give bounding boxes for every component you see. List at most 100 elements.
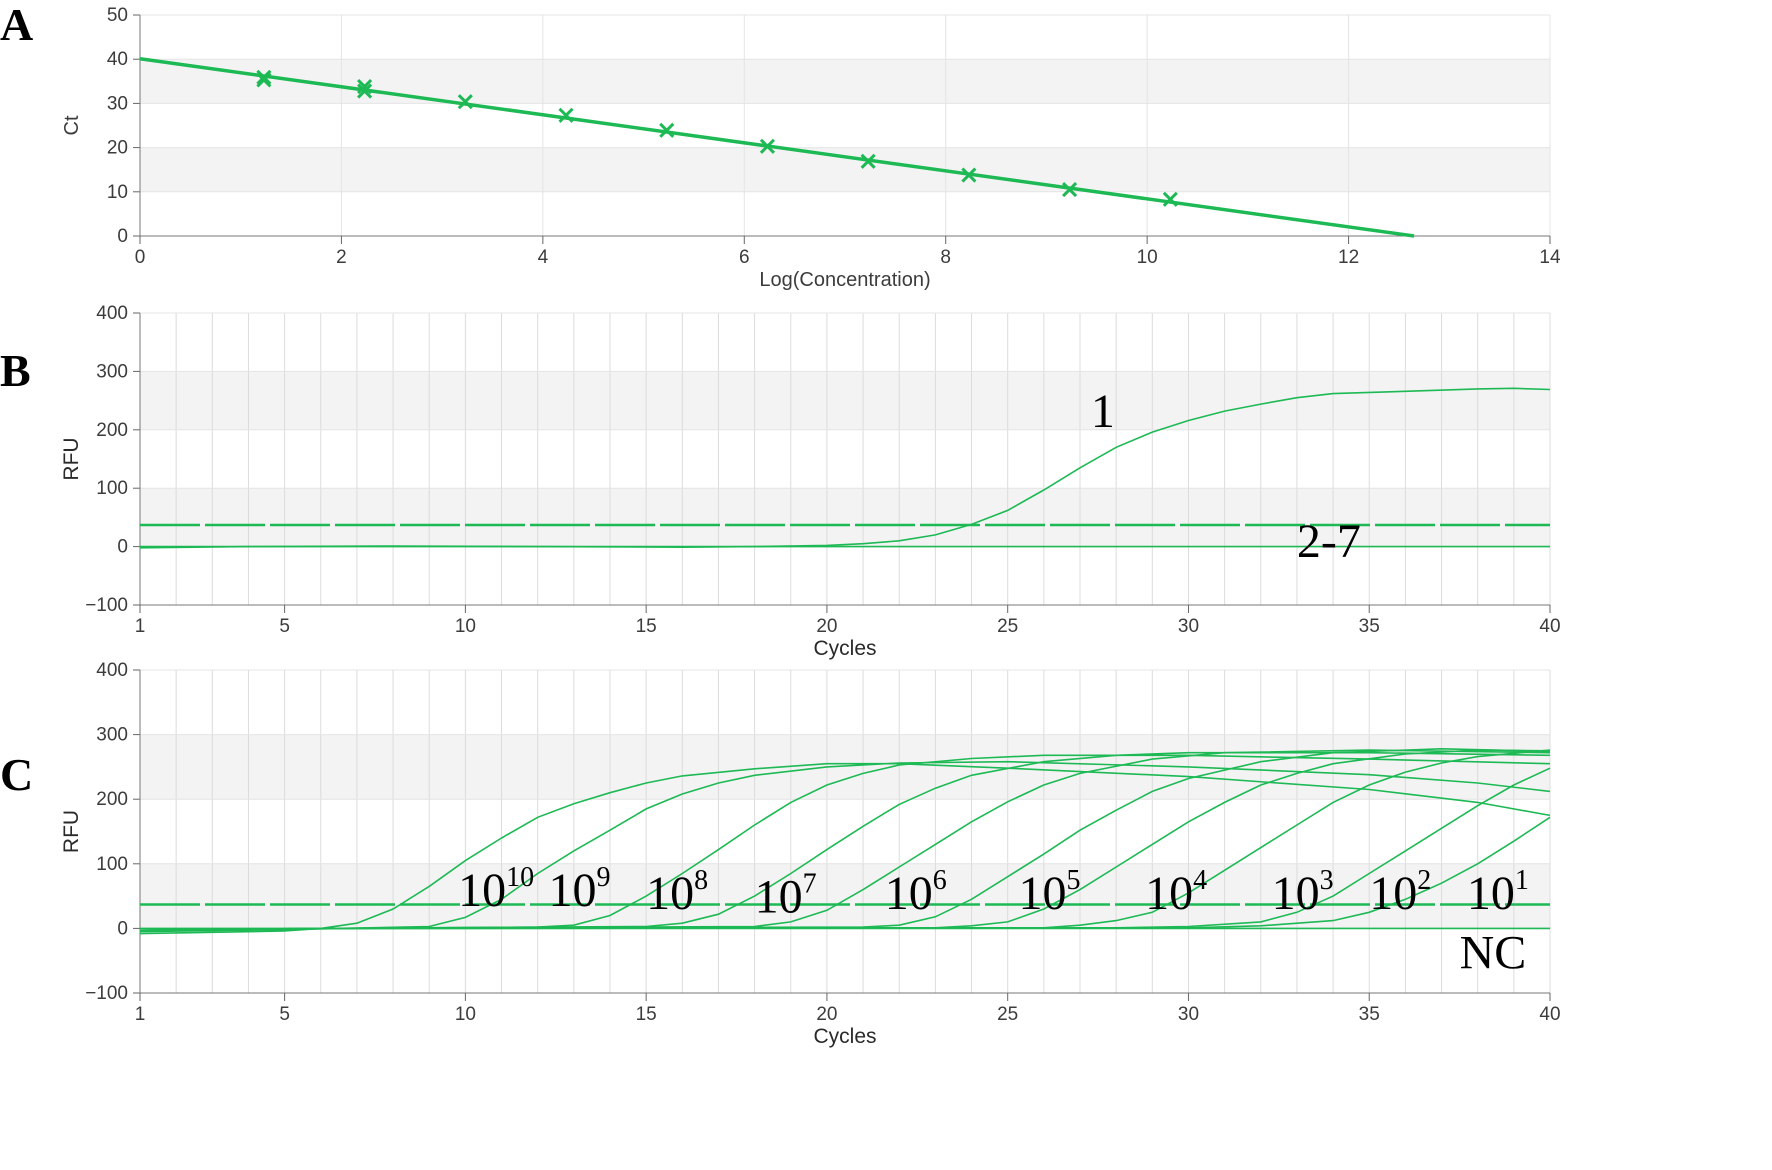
y-axis-label: RFU	[60, 810, 83, 853]
x-tick-label: 0	[135, 247, 146, 268]
data-point-stroke	[961, 167, 977, 183]
y-tick-label: 0	[117, 537, 128, 558]
grid-band	[140, 734, 1550, 800]
x-tick-label: 10	[455, 1004, 476, 1025]
amplification-curve	[139, 754, 1551, 932]
curve-annotation: 102	[1369, 865, 1431, 920]
x-tick-label: 8	[940, 247, 951, 268]
curve-annotation: 103	[1272, 865, 1334, 920]
y-tick-label: 40	[107, 49, 128, 70]
annotation-base: 10	[646, 867, 694, 920]
annotation-base: 10	[885, 867, 933, 920]
annotation-exponent: 8	[694, 865, 708, 896]
data-point	[659, 122, 675, 138]
amplification-curve	[139, 749, 1551, 932]
y-tick-label: 400	[96, 660, 128, 681]
annotation-exponent: 4	[1193, 865, 1207, 896]
panel-label-c: C	[0, 749, 33, 800]
annotation-exponent: 6	[933, 865, 947, 896]
data-point-stroke	[1162, 191, 1178, 207]
annotation-exponent: 7	[803, 868, 817, 899]
x-tick-label: 14	[1539, 247, 1561, 268]
data-point-stroke	[357, 83, 373, 99]
y-tick-label: 300	[96, 361, 128, 382]
annotation-base: 10	[1369, 867, 1417, 920]
data-point	[1162, 191, 1178, 207]
data-point	[558, 107, 574, 123]
curve-annotation: 1	[1091, 385, 1115, 438]
curve-annotation: 109	[549, 862, 611, 917]
x-tick-label: 5	[279, 1004, 290, 1025]
y-tick-label: 100	[96, 478, 128, 499]
data-point-stroke	[759, 138, 776, 154]
y-tick-label: 200	[96, 789, 128, 810]
x-axis-label: Log(Concentration)	[759, 269, 930, 291]
x-tick-label: 20	[816, 616, 837, 637]
curve-annotation: 1010	[458, 862, 534, 917]
curve-annotation: 104	[1145, 865, 1207, 920]
data-point	[256, 72, 272, 88]
data-point-stroke	[457, 94, 473, 110]
data-point	[1062, 182, 1078, 198]
x-tick-label: 25	[997, 616, 1018, 637]
y-tick-label: 20	[107, 138, 128, 159]
curve-annotation: 105	[1019, 865, 1081, 920]
amplification-curve	[139, 749, 1551, 932]
grid-band	[140, 863, 1550, 929]
data-point-stroke	[659, 122, 675, 138]
regression-line	[139, 57, 1415, 238]
annotation-base: 10	[458, 864, 506, 917]
annotation-exponent: 9	[597, 862, 611, 893]
grid-band	[140, 371, 1550, 430]
annotation-exponent: 5	[1067, 865, 1081, 896]
x-tick-label: 15	[636, 616, 657, 637]
x-tick-label: 1	[135, 616, 146, 637]
x-tick-label: 12	[1338, 247, 1359, 268]
x-tick-label: 6	[739, 247, 750, 268]
data-point	[961, 167, 977, 183]
y-tick-label: 400	[96, 303, 128, 324]
data-point	[357, 79, 373, 95]
x-tick-label: 2	[336, 247, 347, 268]
x-tick-label: 40	[1539, 1004, 1560, 1025]
annotation-base: 10	[1272, 867, 1320, 920]
x-tick-label: 15	[636, 1004, 657, 1025]
curve-annotation: 106	[885, 865, 947, 920]
y-axis-label: RFU	[60, 437, 83, 480]
grid-band	[140, 59, 1550, 104]
annotation-exponent: 3	[1320, 865, 1334, 896]
data-point	[860, 153, 876, 169]
x-tick-label: 20	[816, 1004, 837, 1025]
curve-annotation: 108	[646, 865, 708, 920]
grid-band	[140, 147, 1550, 192]
data-point	[357, 83, 373, 99]
curve-annotation: 101	[1467, 865, 1529, 920]
curve-annotation: 107	[755, 868, 817, 923]
annotation-base: NC	[1460, 926, 1527, 979]
data-point	[457, 94, 473, 110]
x-tick-label: 4	[538, 247, 549, 268]
grid-band	[140, 488, 1550, 547]
x-tick-label: 1	[135, 1004, 146, 1025]
x-tick-label: 5	[279, 616, 290, 637]
panel-label-b: B	[0, 345, 31, 396]
annotation-base: 10	[1145, 867, 1193, 920]
data-point	[256, 69, 272, 85]
y-tick-label: 0	[117, 918, 128, 939]
x-tick-label: 25	[997, 1004, 1018, 1025]
y-tick-label: 10	[107, 182, 128, 203]
data-point-stroke	[558, 107, 574, 123]
curve-annotation: 2-7	[1297, 515, 1361, 568]
y-tick-label: −100	[85, 983, 128, 1004]
x-tick-label: 10	[455, 616, 476, 637]
annotation-base: 10	[1467, 867, 1515, 920]
annotation-exponent: 2	[1417, 865, 1431, 896]
y-tick-label: 200	[96, 420, 128, 441]
x-axis-label: Cycles	[813, 637, 876, 660]
annotation-base: 10	[755, 870, 803, 923]
y-tick-label: 50	[107, 5, 128, 26]
amplification-curve	[139, 749, 1551, 932]
